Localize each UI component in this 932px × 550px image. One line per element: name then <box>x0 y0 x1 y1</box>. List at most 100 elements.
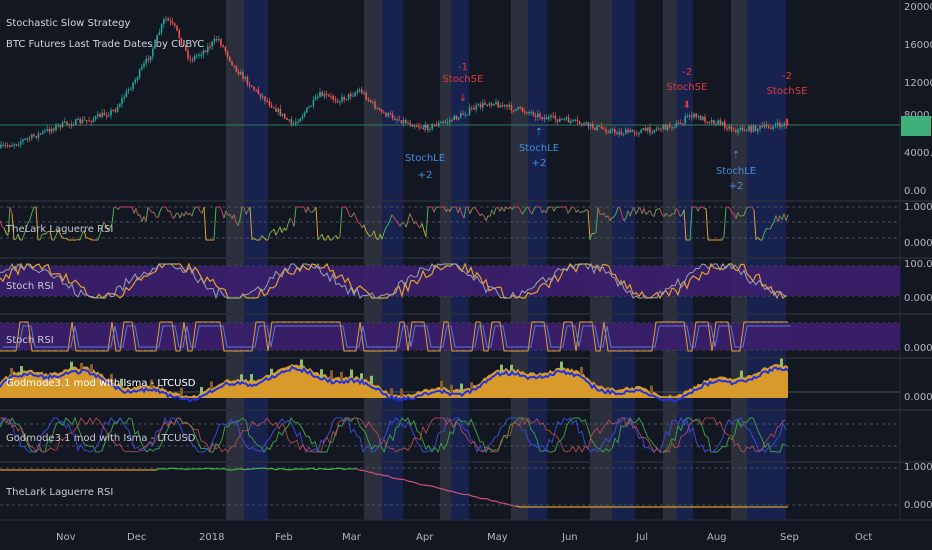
laguerre-line <box>235 221 239 226</box>
laguerre-line <box>591 232 595 235</box>
laguerre2-line <box>467 493 473 497</box>
signal-short-3[interactable]: -2 StochSE ⬇ <box>767 71 808 129</box>
candle-body <box>752 125 755 132</box>
candle-body <box>242 72 244 79</box>
candle-body <box>611 129 614 131</box>
signal-text: StochSE <box>667 82 708 93</box>
signal-short-1[interactable]: -1 StochSE ↓ <box>443 62 484 104</box>
signal-long-1[interactable]: ⇡ StochLE +2 <box>405 124 445 181</box>
laguerre-line <box>735 212 739 219</box>
candle-body <box>446 121 449 123</box>
laguerre-line <box>17 233 21 241</box>
candle-body <box>310 105 312 107</box>
price-scale[interactable]: 20000.00 16000.00 12000.00 8000.00 4000.… <box>901 2 932 197</box>
candle-body <box>70 124 73 126</box>
laguerre2-line <box>355 468 361 471</box>
indicator-panes[interactable] <box>0 206 900 508</box>
candle-body <box>493 104 495 106</box>
laguerre-line <box>499 206 503 212</box>
candle-body <box>539 113 541 118</box>
laguerre-line <box>363 224 367 232</box>
candle-body <box>152 48 154 57</box>
candle-body <box>59 124 62 128</box>
laguerre-line <box>511 206 515 211</box>
date-band <box>511 0 528 520</box>
godmode-bar <box>500 364 503 373</box>
laguerre2-line <box>239 467 245 471</box>
candle-body <box>642 128 645 131</box>
laguerre-line <box>221 211 225 219</box>
laguerre-line <box>103 221 107 227</box>
candle-body <box>273 107 275 109</box>
laguerre-line <box>645 212 649 216</box>
candle-body <box>229 56 231 62</box>
price-label: 4000.00 <box>904 148 932 159</box>
candle-body <box>770 128 772 130</box>
laguerre-line <box>263 237 267 241</box>
laguerre-line <box>135 208 139 216</box>
laguerre-line <box>483 215 487 222</box>
candle-body <box>323 94 326 97</box>
laguerre-line <box>485 215 489 222</box>
candle-body <box>2 144 4 146</box>
candle-body <box>750 126 752 132</box>
laguerre-line <box>459 206 463 215</box>
candle-body <box>572 119 574 122</box>
laguerre-line <box>783 213 787 221</box>
time-axis[interactable]: Nov Dec 2018 Feb Mar Apr May Jun Jul Aug… <box>56 532 872 543</box>
candle-body <box>490 103 493 106</box>
signal-long-3[interactable]: ⇡ StochLE +2 <box>716 150 756 192</box>
candle-body <box>598 125 601 127</box>
laguerre2-line <box>387 475 393 479</box>
laguerre-line <box>99 227 103 235</box>
candle-body <box>453 115 455 121</box>
laguerre-line <box>777 215 781 222</box>
candle-body <box>354 92 356 96</box>
laguerre-line <box>0 220 3 227</box>
candle-body <box>563 119 565 121</box>
laguerre-line <box>83 230 87 238</box>
candle-body <box>662 124 664 130</box>
candle-body <box>644 128 647 131</box>
candle-body <box>409 122 411 126</box>
signal-short-2[interactable]: -2 StochSE ⬇ <box>667 67 708 111</box>
laguerre-line <box>521 211 525 215</box>
godmode-bar <box>90 364 93 373</box>
time-label: Oct <box>855 532 872 543</box>
candle-body <box>400 120 403 124</box>
candle-body <box>156 34 158 40</box>
laguerre-line <box>761 233 765 241</box>
signal-long-2[interactable]: ⇡ StochLE +2 <box>519 127 559 169</box>
laguerre-line <box>583 209 587 213</box>
candle-body <box>123 96 125 99</box>
signal-text: +2 <box>532 158 547 169</box>
laguerre-line <box>139 214 143 223</box>
laguerre-line <box>399 222 403 227</box>
candle-body <box>134 79 136 83</box>
candle-body <box>55 125 57 131</box>
candle-body <box>732 129 735 131</box>
candle-body <box>482 102 484 108</box>
laguerre2-line <box>171 467 177 470</box>
price-pane[interactable] <box>0 15 788 150</box>
candle-body <box>559 118 561 122</box>
candle-body <box>600 126 603 129</box>
candle-body <box>609 130 612 133</box>
laguerre-line <box>705 208 709 241</box>
laguerre-line <box>153 212 157 218</box>
laguerre-line <box>621 215 625 222</box>
laguerre-line <box>539 206 543 213</box>
candle-body <box>295 121 297 124</box>
laguerre-line <box>619 208 623 216</box>
candle-body <box>724 121 726 128</box>
laguerre-line <box>165 206 169 212</box>
time-label: 2018 <box>199 532 224 543</box>
candle-body <box>460 113 462 118</box>
candle-body <box>585 122 587 124</box>
candle-body <box>347 93 350 99</box>
laguerre-line <box>49 231 53 241</box>
candle-body <box>466 114 469 116</box>
laguerre-line <box>577 209 581 213</box>
godmode-bar <box>20 366 23 375</box>
